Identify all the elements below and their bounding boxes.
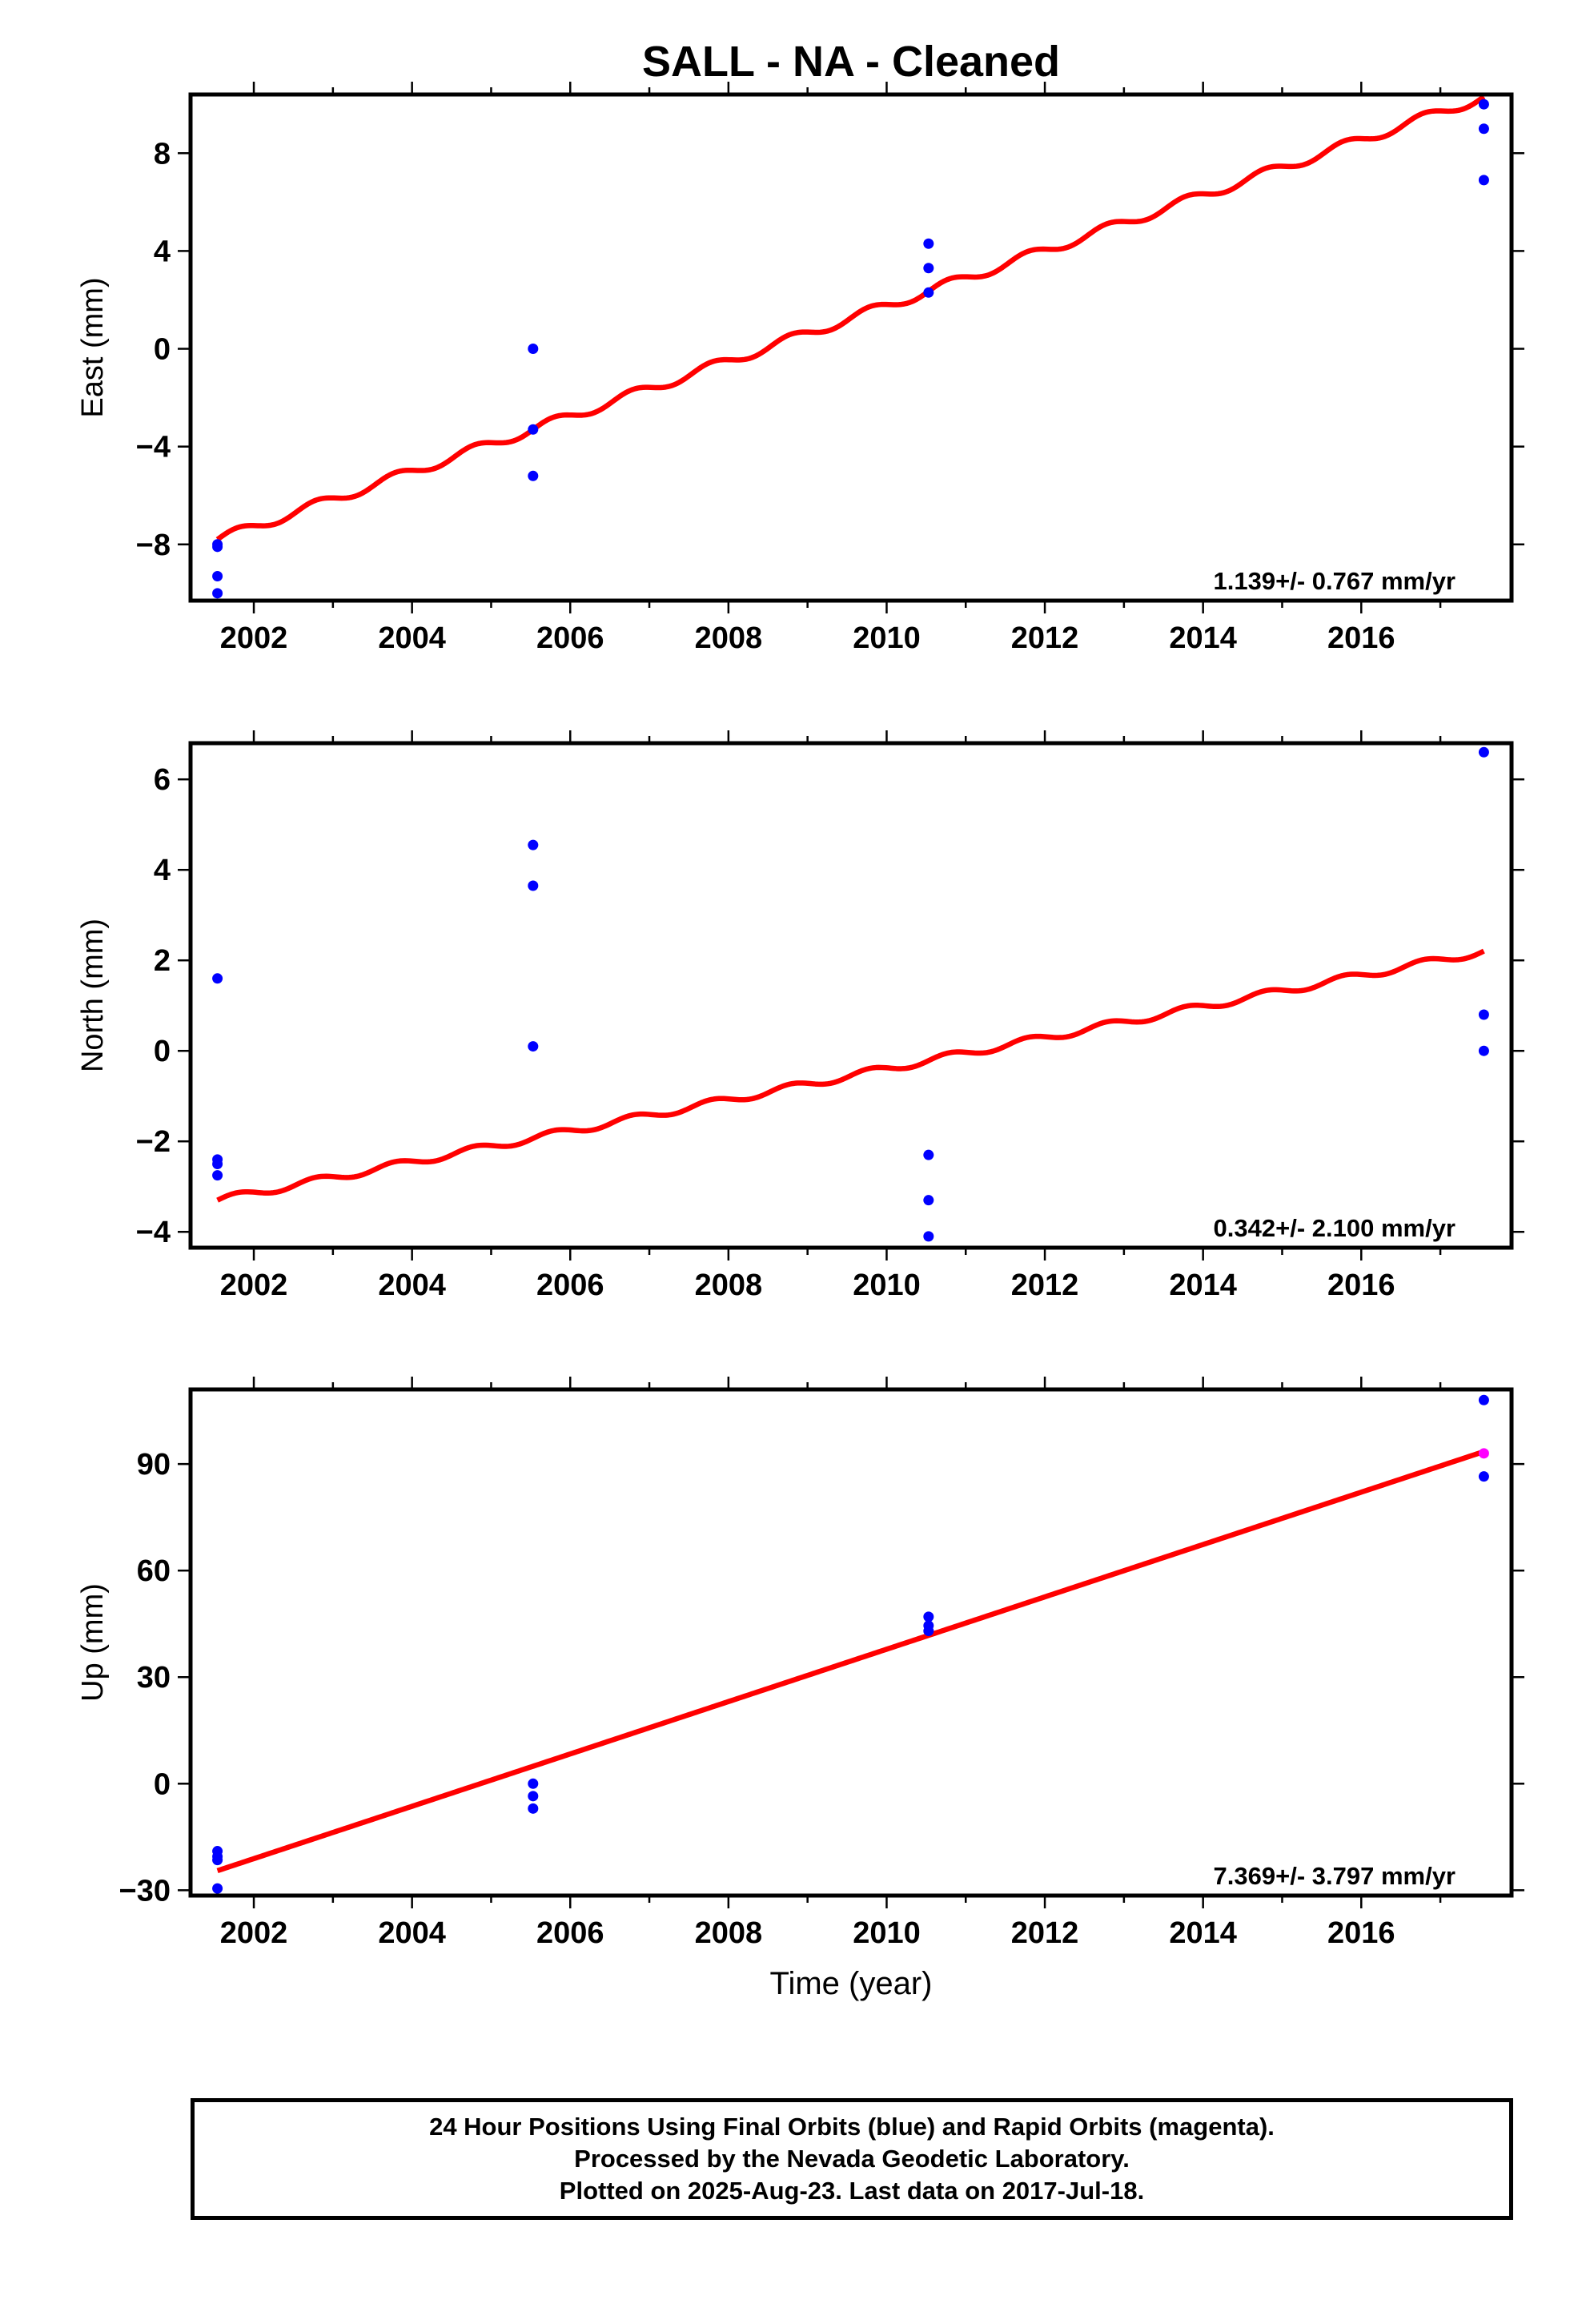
up-x-tick-label: 2004 (378, 1916, 446, 1950)
east-y-tick-label: 8 (154, 137, 171, 171)
north-x-tick-label: 2010 (853, 1269, 921, 1302)
up-y-tick-label: 30 (137, 1661, 171, 1695)
east-y-tick-label: −4 (136, 431, 171, 464)
east-x-tick-label: 2004 (378, 621, 446, 655)
east-data-point (528, 344, 539, 355)
east-data-point (1478, 175, 1489, 186)
east-plot-frame (188, 92, 1514, 603)
east-data-point (923, 238, 934, 249)
up-x-tick-label: 2012 (1011, 1916, 1079, 1950)
up-data-point (1478, 1394, 1489, 1405)
north-x-tick-label: 2002 (220, 1269, 288, 1302)
north-data-point (1478, 1045, 1489, 1056)
up-y-tick-label: 60 (137, 1554, 171, 1588)
east-data-point (528, 470, 539, 481)
up-data-point (528, 1791, 539, 1802)
north-y-tick-label: 6 (154, 763, 171, 797)
up-velocity-label: 7.369+/- 3.797 mm/yr (1214, 1862, 1456, 1890)
east-x-tick-label: 2016 (1327, 621, 1395, 655)
north-y-tick-label: 0 (154, 1035, 171, 1068)
east-model-line (215, 94, 1486, 542)
north-data-point (212, 1158, 223, 1169)
north-data-point (923, 1231, 934, 1242)
up-x-tick-label: 2010 (853, 1916, 921, 1950)
up-data-point (1478, 1448, 1489, 1459)
north-x-tick-label: 2008 (695, 1269, 763, 1302)
east-y-tick-label: 0 (154, 333, 171, 367)
up-x-tick-label: 2006 (536, 1916, 604, 1950)
up-data-point (528, 1803, 539, 1814)
north-x-tick-label: 2004 (378, 1269, 446, 1302)
up-data-point (923, 1611, 934, 1622)
up-data-point (212, 1883, 223, 1894)
north-data-point (212, 973, 223, 984)
north-data-point (528, 880, 539, 891)
up-data-point (528, 1778, 539, 1789)
east-data-point (212, 541, 223, 553)
north-y-axis-label: North (mm) (76, 919, 110, 1072)
panels-group: 2002 2004 2006 2008 2010 2012 2014 2016−8−4048E… (76, 82, 1524, 1950)
footer-box: 24 Hour Positions Using Final Orbits (bl… (191, 2098, 1513, 2220)
north-y-tick-label: 4 (154, 854, 171, 887)
north-x-tick-label: 2006 (536, 1269, 604, 1302)
up-model-line (216, 1449, 1485, 1874)
up-y-axis-label: Up (mm) (76, 1583, 110, 1702)
north-panel: 2002 2004 2006 2008 2010 2012 2014 2016 −4 −2 0 2 4 6… (76, 730, 1524, 1302)
up-x-tick-label: 2008 (695, 1916, 763, 1950)
north-x-tick-label: 2014 (1169, 1269, 1237, 1302)
east-data-point (528, 424, 539, 435)
north-data-point (212, 1170, 223, 1181)
east-data-point (212, 588, 223, 599)
chart-title: SALL - NA - Cleaned (642, 38, 1060, 86)
north-data-point (528, 839, 539, 850)
north-data-point (923, 1149, 934, 1160)
up-y-tick-label: 0 (154, 1767, 171, 1801)
east-data-point (1478, 99, 1489, 110)
east-x-tick-label: 2006 (536, 621, 604, 655)
north-model-line (216, 948, 1485, 1203)
east-panel: 2002 2004 2006 2008 2010 2012 2014 2016 −8 −4 0 4 8 E… (76, 82, 1524, 655)
up-y-tick-label: 90 (137, 1448, 171, 1482)
up-data-point (923, 1626, 934, 1637)
up-x-tick-label: 2014 (1169, 1916, 1237, 1950)
east-y-tick-label: 4 (154, 235, 171, 268)
north-x-tick-label: 2016 (1327, 1269, 1395, 1302)
east-data-point (212, 570, 223, 581)
east-data-point (923, 263, 934, 274)
north-data-point (923, 1195, 934, 1206)
north-data-point (1478, 1009, 1489, 1020)
footer-line-3: Plotted on 2025-Aug-23. Last data on 201… (559, 2177, 1145, 2205)
east-velocity-label: 1.139+/- 0.767 mm/yr (1214, 567, 1456, 595)
up-data-point (1478, 1471, 1489, 1482)
east-x-tick-label: 2008 (695, 621, 763, 655)
footer-line-2: Processed by the Nevada Geodetic Laborat… (574, 2145, 1130, 2173)
north-x-tick-label: 2012 (1011, 1269, 1079, 1302)
north-data-point (1478, 746, 1489, 758)
east-x-tick-label: 2010 (853, 621, 921, 655)
north-plot-frame (188, 741, 1514, 1250)
east-x-tick-label: 2002 (220, 621, 288, 655)
x-axis-label: Time (year) (770, 1966, 933, 2001)
north-y-tick-label: 2 (154, 944, 171, 978)
up-data-point (212, 1855, 223, 1866)
up-plot-frame (188, 1387, 1514, 1898)
east-data-point (923, 287, 934, 298)
east-x-tick-label: 2012 (1011, 621, 1079, 655)
north-data-point (528, 1041, 539, 1052)
north-y-tick-label: −2 (136, 1125, 171, 1159)
up-panel: 2002 2004 2006 2008 2010 2012 2014 2016 −30 0 30 60… (76, 1377, 1524, 1950)
north-velocity-label: 0.342+/- 2.100 mm/yr (1214, 1214, 1456, 1242)
north-y-tick-label: −4 (136, 1216, 171, 1249)
east-y-axis-label: East (mm) (76, 277, 110, 417)
up-x-tick-label: 2016 (1327, 1916, 1395, 1950)
east-x-tick-label: 2014 (1169, 621, 1237, 655)
east-y-tick-label: −8 (136, 529, 171, 562)
up-y-tick-label: −30 (119, 1874, 171, 1908)
footer-line-1: 24 Hour Positions Using Final Orbits (bl… (429, 2113, 1275, 2141)
up-x-tick-label: 2002 (220, 1916, 288, 1950)
east-data-point (1478, 123, 1489, 135)
